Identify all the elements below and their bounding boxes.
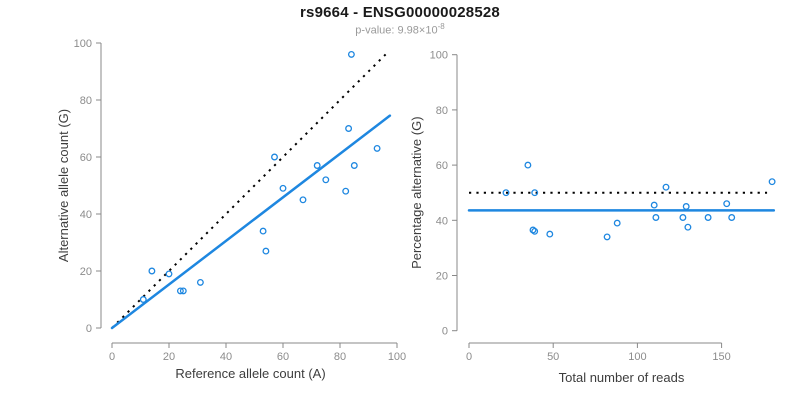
data-point: [279, 184, 287, 192]
y-tick-label: 0: [86, 323, 92, 335]
data-point: [679, 214, 687, 221]
figure-subtitle: p-value: 9.98×10-8: [0, 22, 800, 37]
right-panel: 0 20 40 60 80 100 0 50 100 150 Total number of rea…: [409, 50, 776, 385]
y-axis-title: Percentage alternative (G): [409, 116, 424, 268]
data-point: [313, 162, 321, 169]
y-tick-label: 60: [436, 160, 448, 172]
data-point: [652, 214, 660, 221]
data-point: [165, 270, 173, 278]
y-tick-label: 40: [436, 215, 448, 227]
x-tick-label: 60: [277, 351, 289, 363]
x-tick-label: 0: [466, 351, 472, 363]
data-point: [196, 278, 204, 286]
x-axis-title: Total number of reads: [559, 370, 685, 385]
data-point: [350, 162, 358, 169]
data-point: [613, 219, 621, 227]
fit-line: [110, 114, 392, 330]
data-point: [259, 227, 267, 235]
data-point: [682, 203, 690, 210]
data-point: [728, 214, 736, 221]
data-point: [704, 214, 712, 221]
data-point: [531, 189, 539, 197]
data-point: [684, 223, 692, 231]
data-point: [262, 247, 270, 255]
y-tick-label: 100: [430, 50, 448, 62]
data-point: [322, 176, 330, 184]
y-tick-label: 20: [80, 266, 92, 278]
data-point: [373, 144, 381, 152]
y-tick-label: 100: [74, 38, 92, 50]
x-tick-label: 40: [220, 351, 232, 363]
data-point: [603, 233, 611, 241]
data-point: [531, 227, 539, 235]
y-tick-label: 0: [442, 326, 448, 338]
data-point: [502, 189, 510, 197]
data-point: [768, 178, 776, 186]
y-tick-label: 20: [436, 271, 448, 283]
y-tick-label: 40: [80, 209, 92, 221]
p-value-exponent: -8: [437, 22, 445, 31]
data-point: [650, 201, 658, 209]
data-point: [524, 161, 532, 169]
data-point: [299, 196, 307, 204]
data-point: [347, 50, 355, 58]
p-value-text: p-value: 9.98×10: [355, 24, 438, 37]
figure-title: rs9664 - ENSG00000028528: [300, 4, 500, 21]
data-point: [662, 183, 670, 191]
data-point: [271, 153, 278, 161]
x-tick-label: 0: [109, 351, 115, 363]
data-point: [342, 187, 350, 195]
data-point: [723, 200, 731, 208]
data-point: [529, 226, 537, 234]
x-tick-label: 100: [628, 351, 646, 363]
x-tick-label: 80: [334, 351, 346, 363]
x-tick-label: 50: [547, 351, 559, 363]
data-point: [176, 287, 184, 295]
data-point: [546, 230, 554, 238]
identity-line: [111, 53, 387, 329]
data-point: [139, 296, 147, 303]
x-tick-label: 150: [712, 351, 730, 363]
x-tick-label: 20: [163, 351, 175, 363]
data-point: [148, 267, 156, 275]
y-tick-label: 80: [436, 105, 448, 117]
y-tick-label: 60: [80, 152, 92, 164]
x-tick-label: 100: [388, 351, 406, 363]
data-point: [345, 125, 353, 132]
left-panel: 0 20 40 60 80 100 0 20 40 60 80 100 Reference allele…: [56, 38, 406, 381]
x-axis-title: Reference allele count (A): [175, 366, 325, 381]
y-axis-title: Alternative allele count (G): [56, 109, 71, 262]
y-tick-label: 80: [80, 95, 92, 107]
data-point: [179, 287, 187, 295]
